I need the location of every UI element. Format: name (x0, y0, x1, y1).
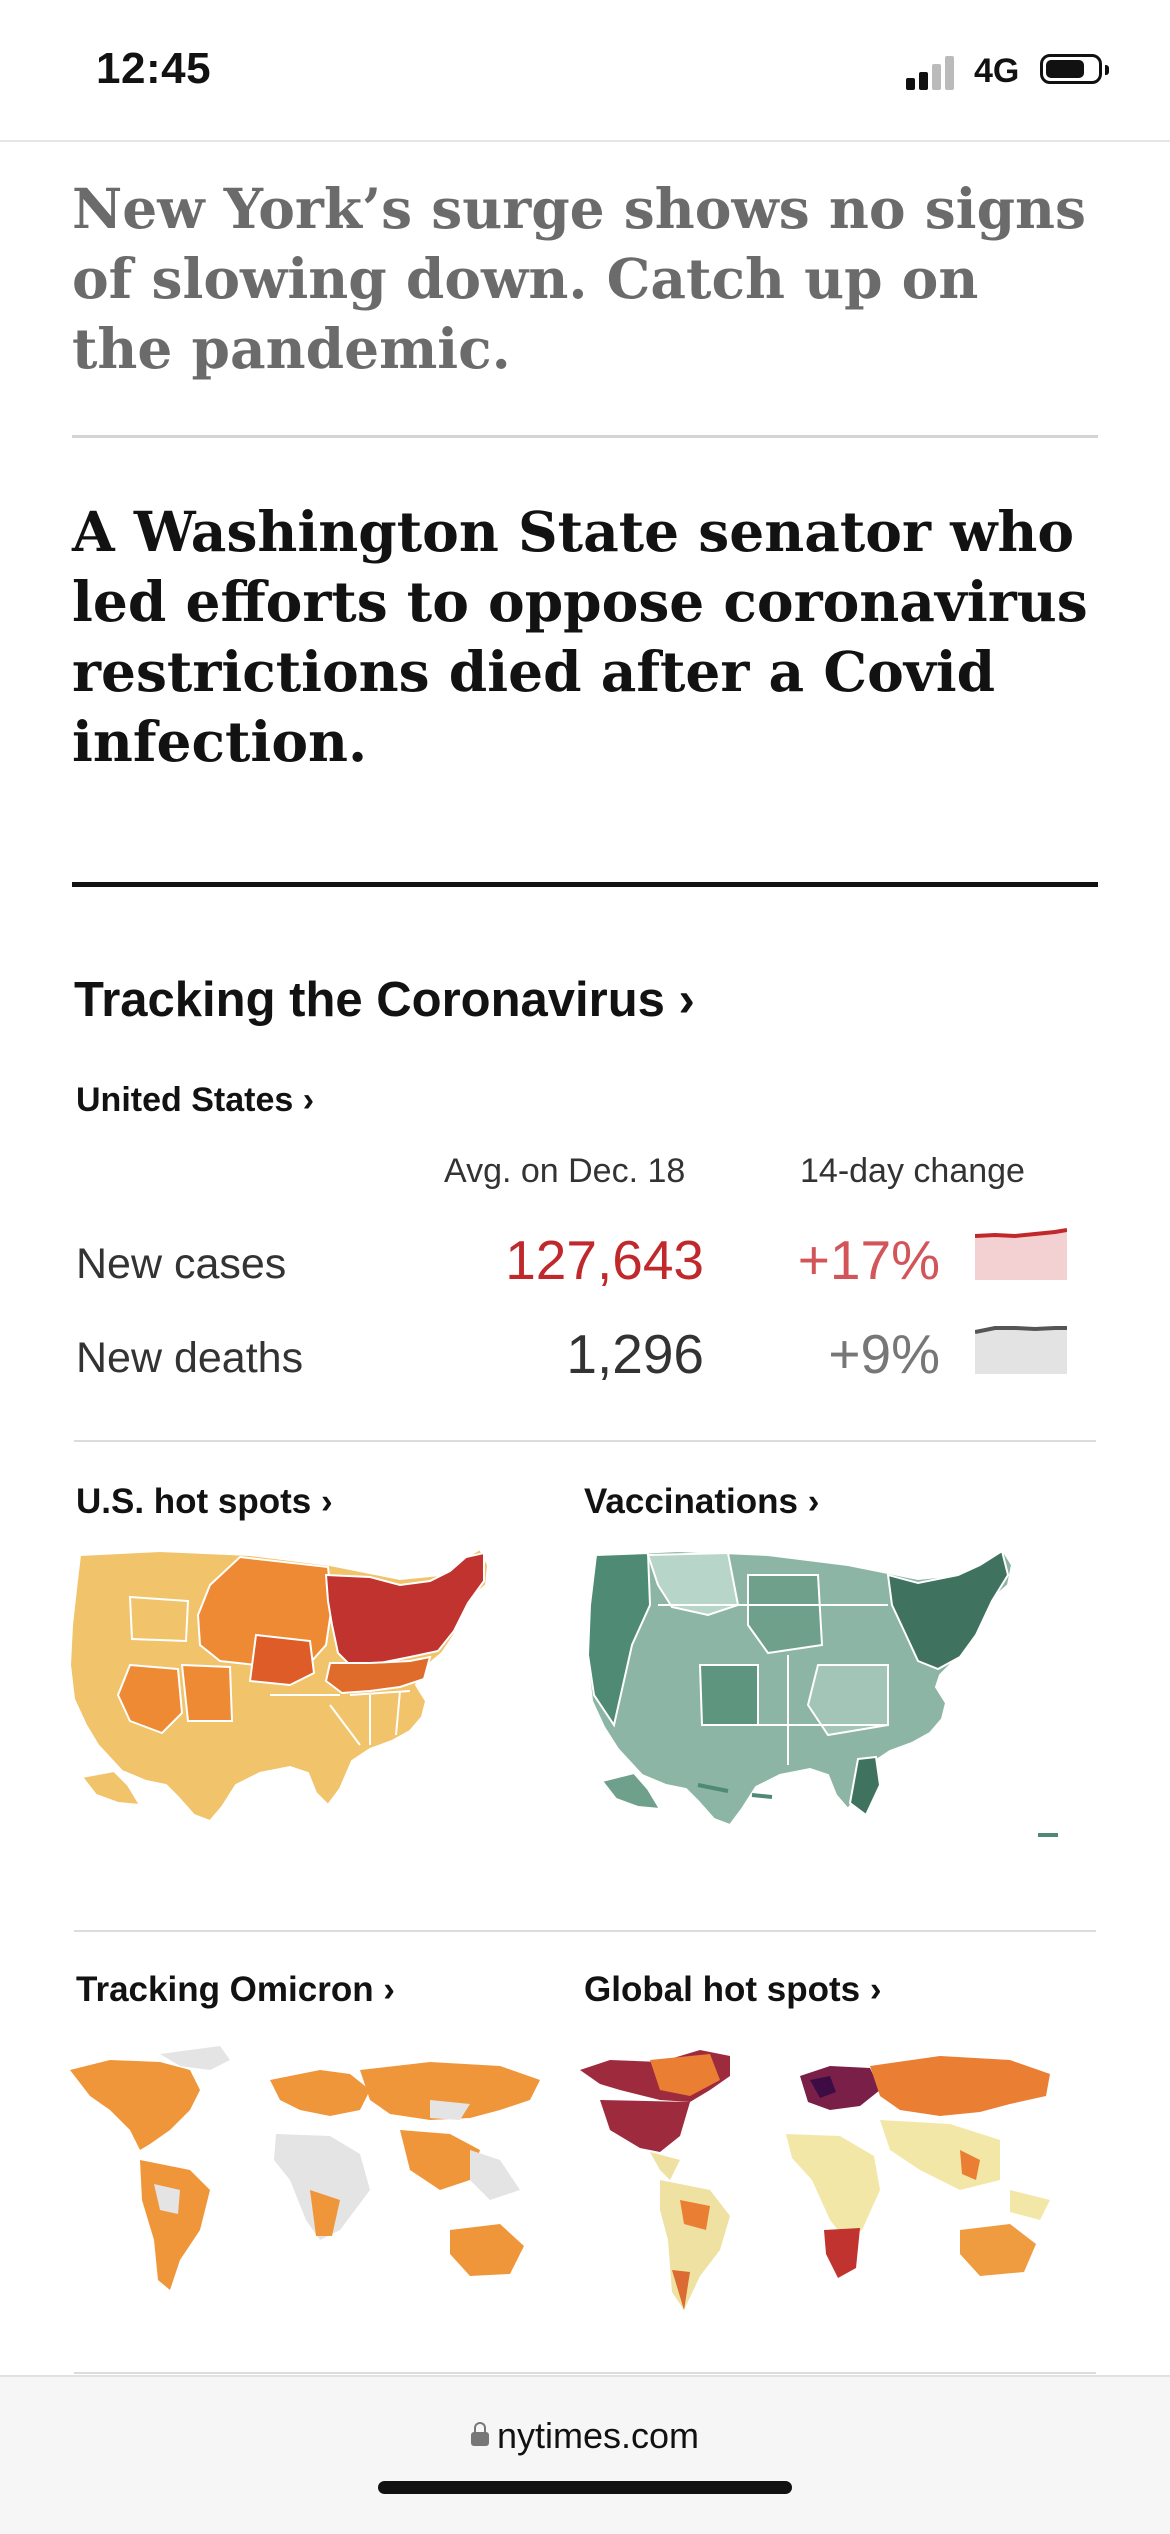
divider (74, 2372, 1096, 2374)
vaccinations-map[interactable] (588, 1545, 1088, 1855)
divider (74, 1440, 1096, 1442)
headline-new-york-surge[interactable]: New York’s surge shows no signs of slowi… (72, 176, 1086, 381)
new-deaths-change: +9% (828, 1323, 940, 1385)
new-deaths-value: 1,296 (566, 1323, 704, 1385)
vaccinations-link[interactable]: Vaccinations › (584, 1482, 820, 1521)
status-bar: 12:45 4G (0, 0, 1170, 142)
lock-icon (470, 2422, 489, 2446)
url-text: nytimes.com (496, 2415, 700, 2456)
cellular-signal-icon (906, 54, 956, 90)
new-cases-label: New cases (76, 1240, 287, 1288)
global-hot-spots-link[interactable]: Global hot spots › (584, 1970, 882, 2009)
status-time: 12:45 (96, 44, 212, 93)
tracking-omicron-map[interactable] (70, 2040, 550, 2310)
headline-washington-senator[interactable]: A Washington State senator who led effor… (72, 499, 1088, 774)
col-change-header: 14-day change (800, 1152, 1025, 1190)
new-cases-value: 127,643 (505, 1229, 704, 1291)
url-display[interactable]: nytimes.com (0, 2415, 1170, 2457)
home-indicator[interactable] (378, 2481, 792, 2494)
us-hot-spots-link[interactable]: U.S. hot spots › (76, 1482, 333, 1521)
divider (72, 435, 1098, 438)
us-hot-spots-map[interactable] (70, 1545, 530, 1835)
col-avg-header: Avg. on Dec. 18 (444, 1152, 686, 1190)
network-type: 4G (974, 52, 1020, 90)
tracking-omicron-link[interactable]: Tracking Omicron › (76, 1970, 395, 2009)
battery-icon (1040, 54, 1109, 84)
cases-sparkline (975, 1228, 1067, 1280)
new-cases-change: +17% (797, 1229, 940, 1291)
browser-url-bar[interactable]: nytimes.com (0, 2375, 1170, 2534)
tracker-title-link[interactable]: Tracking the Coronavirus › (74, 973, 695, 1027)
new-deaths-label: New deaths (76, 1334, 304, 1382)
global-hot-spots-map[interactable] (580, 2040, 1100, 2320)
section-divider (72, 882, 1098, 887)
deaths-sparkline (975, 1326, 1067, 1374)
divider (74, 1930, 1096, 1932)
united-states-link[interactable]: United States › (76, 1081, 315, 1119)
